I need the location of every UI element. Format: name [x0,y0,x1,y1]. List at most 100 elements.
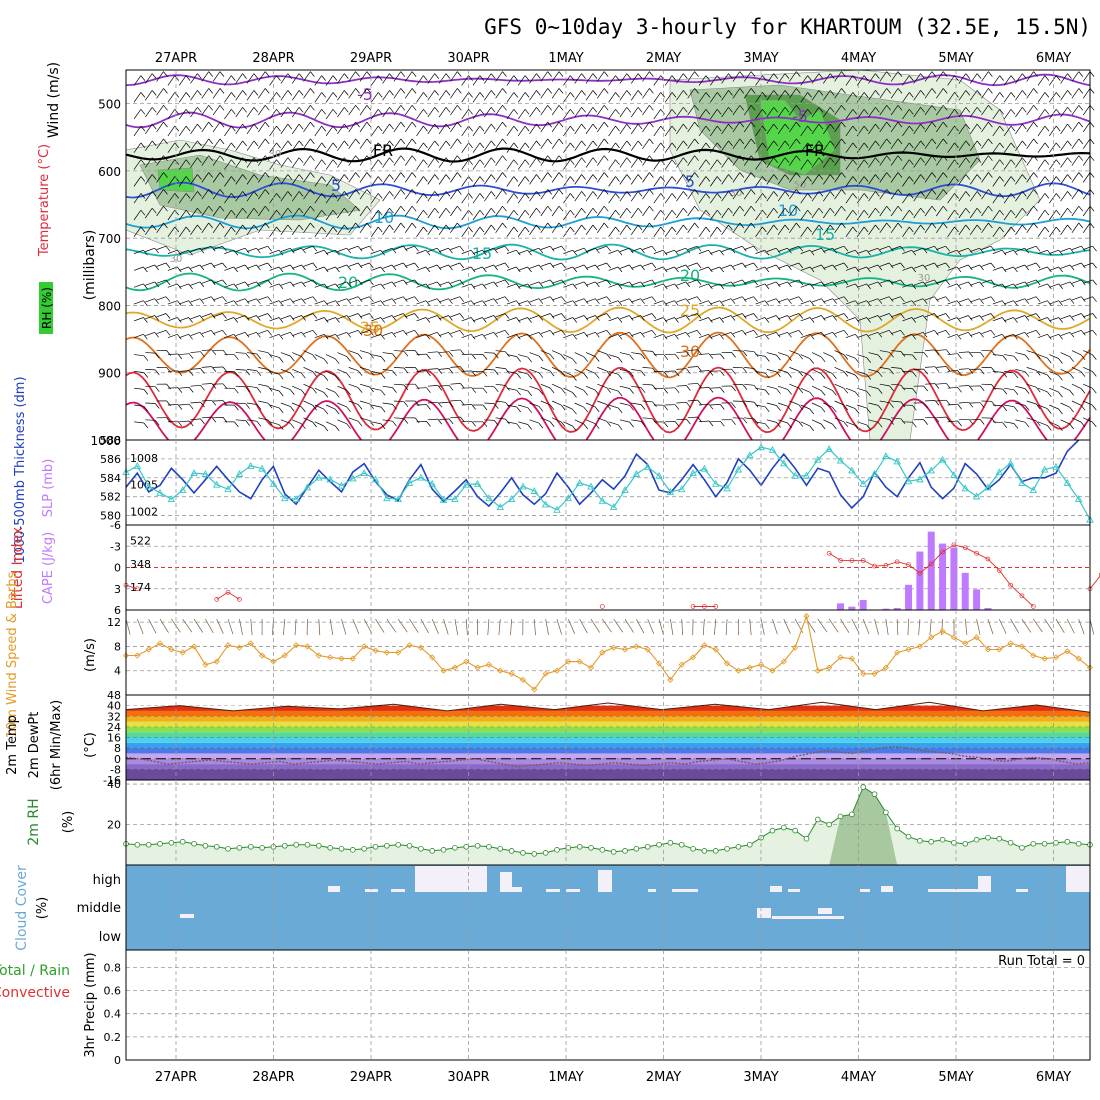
wind-barb [789,155,797,166]
wind-barb-feather [807,193,812,199]
wind-barb-feather [411,121,417,128]
wind-barb-feather [942,71,948,77]
precip-axis-label: 3hr Precip (mm) [83,952,98,1057]
wind-barb [969,123,978,135]
wind-barb [551,417,562,423]
wind-barb [506,249,517,254]
wind-barb-feather [346,406,351,413]
wind-barb [145,281,155,286]
wind-barb [506,354,517,357]
wind-barb-feather [897,88,903,94]
wind-barb-feather [332,159,338,165]
wind-barb [359,88,368,99]
wind-barb [947,283,958,288]
wind10-marker [349,655,356,662]
wind-barb-feather [267,402,273,409]
wind-barb [1015,419,1026,423]
wind-barb-feather [411,155,417,161]
wind-barb [382,264,393,269]
wind-barb-feather [968,315,973,321]
wind-barb [947,193,955,204]
wind-barb [156,262,167,267]
wind-barb-feather [753,245,758,252]
wind-barb-feather [697,366,702,372]
wind-barb [585,247,596,252]
wind-barb-feather [448,418,454,425]
wind-barb [924,222,933,234]
wind-barb [834,329,845,335]
wind-barb-feather [355,155,360,161]
wind-barb-feather [242,140,247,147]
wind-tick-label: 12 [107,616,121,629]
wind-barb [924,349,936,351]
wind-barb-feather [312,421,317,428]
lifted-index-marker [599,604,605,609]
wind-barb-feather [900,313,905,319]
wind-barb [461,333,472,339]
temperature-axis-label: Temperature (°C) [37,144,52,257]
wind-barb [597,262,607,267]
wind-barb-feather [912,354,917,361]
wind-barb-feather [445,123,451,130]
wind-barb [743,71,752,82]
wind10-barb [205,618,214,634]
rh2m-marker [213,843,220,850]
wind-barb-feather [626,224,632,231]
wind-barb-feather [820,373,826,379]
wind-barb [721,174,729,185]
wind-barb-feather [875,73,880,79]
wind-barb [845,421,856,426]
wind-barb-feather [335,283,340,290]
wind-barb-feather [716,75,722,81]
wind-barb [936,205,944,217]
lifted-index-marker [985,556,991,562]
rh2m-unit-label: (%) [61,811,76,834]
wind-barb-feather [660,92,665,98]
wind-barb-feather [411,138,417,145]
slp-marker [802,471,811,479]
wind-barb [438,247,449,252]
wind-barb-feather [516,406,521,413]
wind-barb-feather [377,193,383,199]
wind-barb [540,88,548,99]
wind-barb [167,226,176,238]
wind-barb [936,329,946,335]
wind-barb-feather [663,354,669,360]
wind-barb-feather [253,207,259,214]
wind-barb-feather [140,193,146,199]
wind-barb [891,400,902,403]
wind-barb [834,383,844,389]
wind-barb [868,315,879,320]
bottom-date-label: 2MAY [646,1070,681,1085]
wind-barb [619,298,630,303]
wind-barb [551,262,562,267]
wind-barb [518,404,528,409]
wind-barb [224,159,232,170]
wind-barb [856,75,865,86]
wind-barb-feather [208,205,213,212]
wind-barb-feather [572,408,577,415]
wind-barb [687,138,695,149]
temp-color-band [126,705,1090,711]
slp-marker [428,479,436,487]
wind10-marker [327,654,334,661]
wind-barb-feather [560,388,566,394]
wind-barb-feather [344,140,349,147]
wind-barb-feather [640,247,645,254]
wind-barb-feather [773,123,778,130]
wind-barb [630,157,639,168]
wind-barb [743,155,752,166]
wind-barb [269,421,280,426]
wind-barb-feather [516,283,521,290]
wind-barb [891,367,902,369]
wind-barb-feather [888,262,894,269]
cape-bar [905,584,913,610]
wind-barb-feather [976,207,982,214]
wind-barb [393,189,402,200]
wind-barb [427,191,435,202]
wind-barb [710,125,718,137]
wind-barb [348,417,359,422]
wind-barb-feather [321,176,326,182]
wind-barb-feather [1067,207,1072,214]
